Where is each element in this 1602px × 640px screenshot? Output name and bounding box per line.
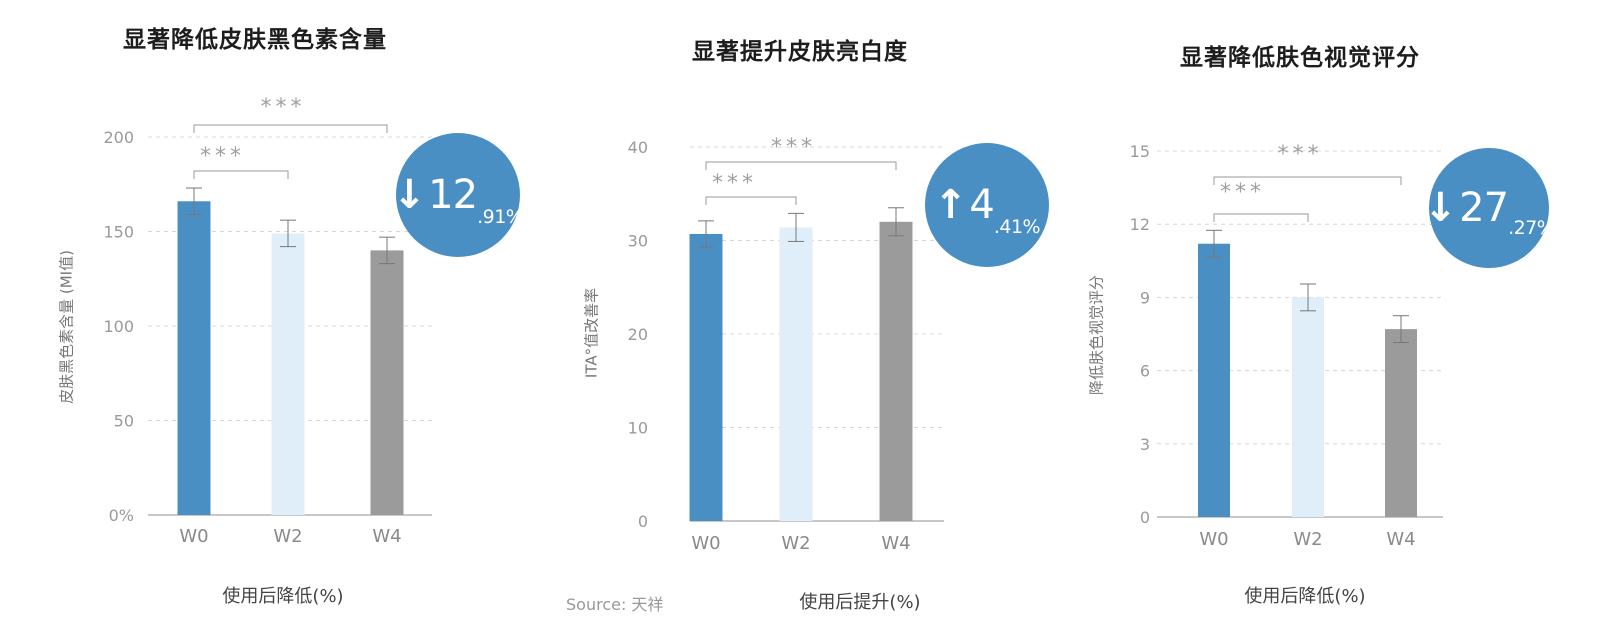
bar-w4: [370, 250, 404, 515]
significance-stars: ***: [712, 171, 757, 196]
y-tick-label: 0: [638, 512, 648, 531]
brightness-chart-panel: 显著提升皮肤亮白度 ITA°值改善率 0 10 20 30 40 W0 W2 W4 *** ***…: [540, 0, 1060, 640]
y-tick-label: 50: [114, 412, 134, 431]
x-tick-label: W0: [1199, 529, 1228, 550]
y-tick-label: 40: [628, 138, 648, 157]
x-tick-label: W0: [691, 533, 720, 554]
significance-bracket: [705, 196, 797, 205]
melanin-chart-panel: 显著降低皮肤黑色素含量 皮肤黑色素含量 (MI值) 0% 50 100 150 200 W…: [0, 0, 524, 640]
y-tick-label: 6: [1140, 362, 1150, 381]
y-tick-label: 200: [103, 128, 134, 147]
y-tick-label: 100: [103, 317, 134, 336]
chart-title: 显著降低皮肤黑色素含量: [123, 27, 387, 53]
y-tick-label: 150: [103, 223, 134, 242]
up-arrow-icon: ↑: [933, 182, 968, 228]
significance-bracket: [1213, 213, 1309, 222]
melanin-bar-chart: 0% 50 100 150 200 W0 W2 W4 *** ***: [103, 95, 432, 547]
bar-w0: [1198, 243, 1230, 517]
x-tick-label: W4: [881, 533, 910, 554]
bar-w2: [1292, 297, 1324, 517]
x-tick-label: W0: [179, 526, 208, 547]
x-tick-label: W2: [273, 526, 302, 547]
source-note: Source: 天祥: [566, 595, 664, 614]
visual-score-chart-panel: 显著降低肤色视觉评分 降低肤色视觉评分 0 3 6 9 12 15 W0 W2 W4 *** ***…: [1075, 0, 1602, 640]
y-tick-label: 20: [628, 325, 648, 344]
significance-bracket: [193, 170, 289, 179]
chart-title: 显著降低肤色视觉评分: [1180, 45, 1420, 71]
bar-w0: [689, 233, 723, 521]
y-tick-label: 0: [1140, 508, 1150, 527]
down-arrow-icon: ↓: [1423, 185, 1458, 231]
increase-badge: ↑ 4 .41%: [925, 143, 1049, 267]
y-tick-label: 9: [1140, 288, 1150, 307]
y-tick-label: 3: [1140, 435, 1150, 454]
badge-value: 4: [969, 182, 994, 228]
down-arrow-icon: ↓: [392, 172, 427, 218]
significance-bracket: [193, 124, 388, 133]
significance-stars: ***: [771, 135, 816, 160]
badge-decimal: .41%: [993, 216, 1041, 238]
y-tick-label: 10: [628, 419, 648, 438]
y-tick-label: 0%: [109, 506, 134, 525]
significance-stars: ***: [200, 144, 245, 169]
x-axis-label: 使用后降低(%): [1244, 586, 1366, 607]
bar-w2: [779, 227, 813, 521]
significance-bracket: [705, 161, 897, 170]
reduction-badge: ↓ 27 .27%: [1424, 148, 1555, 268]
x-tick-label: W2: [1293, 529, 1322, 550]
badge-decimal: .91%: [477, 206, 524, 228]
x-tick-label: W4: [1386, 529, 1415, 550]
significance-bracket: [1213, 176, 1402, 185]
y-tick-label: 12: [1130, 215, 1150, 234]
chart-title: 显著提升皮肤亮白度: [692, 39, 908, 65]
bar-w2: [271, 233, 305, 515]
x-tick-label: W4: [372, 526, 401, 547]
significance-stars: ***: [1278, 142, 1323, 167]
bar-w4: [879, 221, 913, 522]
visual-score-bar-chart: 0 3 6 9 12 15 W0 W2 W4 *** ***: [1130, 142, 1443, 550]
brightness-bar-chart: 0 10 20 30 40 W0 W2 W4 *** ***: [628, 135, 944, 554]
significance-stars: ***: [1220, 180, 1265, 205]
y-tick-label: 30: [628, 232, 648, 251]
bar-w0: [177, 201, 211, 515]
bar-w4: [1385, 329, 1417, 517]
x-axis-label: 使用后提升(%): [799, 592, 921, 613]
x-tick-label: W2: [781, 533, 810, 554]
y-tick-label: 15: [1130, 142, 1150, 161]
badge-decimal: .27%: [1508, 217, 1555, 239]
reduction-badge: ↓ 12 .91%: [392, 133, 524, 257]
badge-value: 12: [428, 172, 478, 218]
x-axis-label: 使用后降低(%): [222, 586, 344, 607]
badge-value: 27: [1459, 185, 1509, 231]
significance-stars: ***: [261, 95, 306, 120]
